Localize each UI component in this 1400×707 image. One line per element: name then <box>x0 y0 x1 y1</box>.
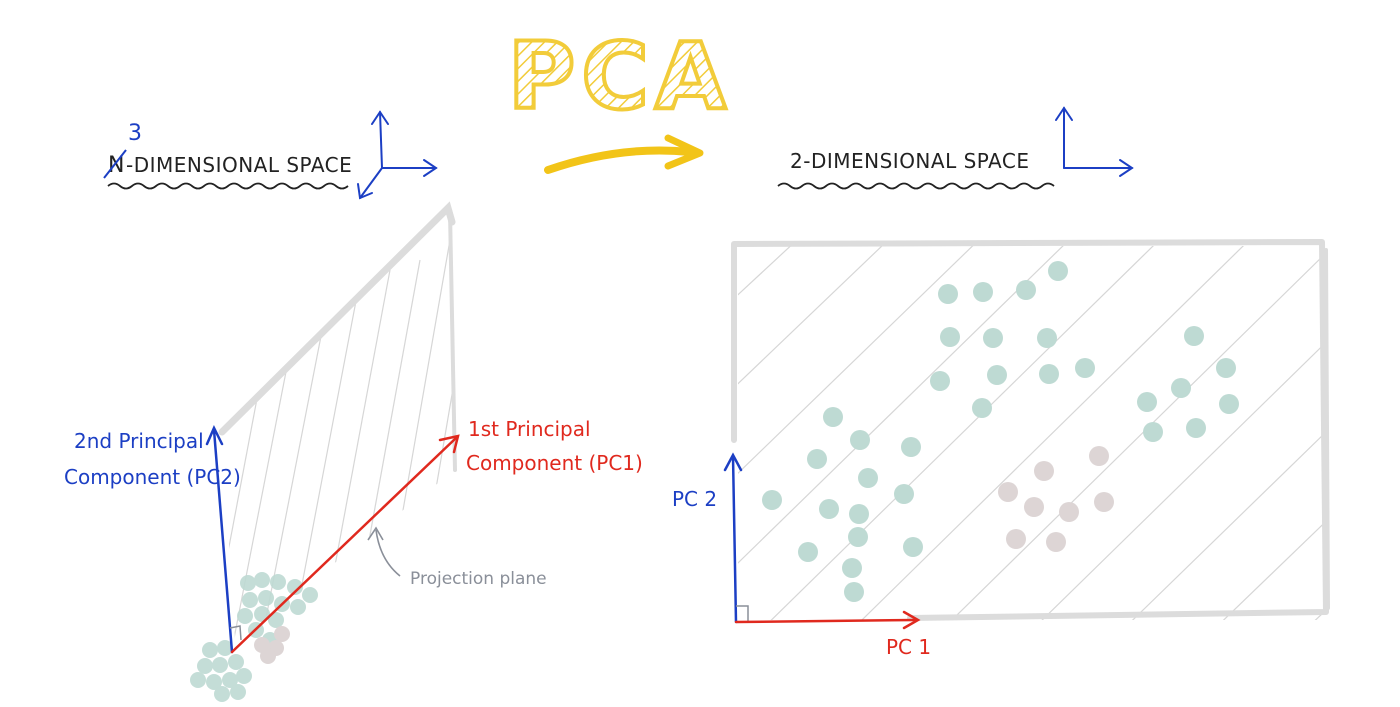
left-heading-text: -DIMENSIONAL SPACE <box>126 153 352 177</box>
heading-correction: 3 <box>128 121 142 146</box>
point-cloud <box>190 572 318 702</box>
pc1-axis <box>230 434 460 654</box>
right-heading-underline <box>777 182 1055 190</box>
strike-line <box>103 149 127 179</box>
pc1-axis-projected <box>734 610 921 630</box>
pc1-label-line1: 1st Principal <box>468 417 591 441</box>
x-axis-label: PC 1 <box>886 635 931 659</box>
heading-struck-letter: N <box>108 153 124 178</box>
pc2-label-line1: 2nd Principal <box>74 429 204 453</box>
projection-plane-annotation: Projection plane <box>367 526 547 589</box>
right-heading: 2-DIMENSIONAL SPACE <box>777 149 1055 190</box>
pc2-axis-projected <box>723 452 749 624</box>
y-axis-label: PC 2 <box>672 487 717 511</box>
right-panel: 2-DIMENSIONAL SPACE <box>672 106 1330 659</box>
left-panel: N 3 -DIMENSIONAL SPACE <box>64 110 643 702</box>
projection-plane-label: Projection plane <box>410 569 547 589</box>
2d-axes-icon <box>1055 106 1134 177</box>
pc2-axis <box>205 425 242 654</box>
projection-plane <box>218 201 457 640</box>
pc2-label-line2: Component (PC2) <box>64 465 241 489</box>
right-heading-text: 2-DIMENSIONAL SPACE <box>790 149 1029 173</box>
pc1-label: 1st Principal Component (PC1) <box>466 417 643 475</box>
transform-arrow <box>544 134 704 174</box>
left-heading: N 3 -DIMENSIONAL SPACE <box>103 121 352 190</box>
projected-points <box>762 261 1239 602</box>
left-heading-underline <box>107 182 349 190</box>
projected-space-frame <box>731 239 1330 621</box>
pc1-label-line2: Component (PC1) <box>466 451 643 475</box>
title-text: PCA <box>508 23 732 130</box>
3d-axes-icon <box>357 110 438 200</box>
pca-title: PCA <box>506 21 732 132</box>
pc2-label: 2nd Principal Component (PC2) <box>64 429 241 489</box>
